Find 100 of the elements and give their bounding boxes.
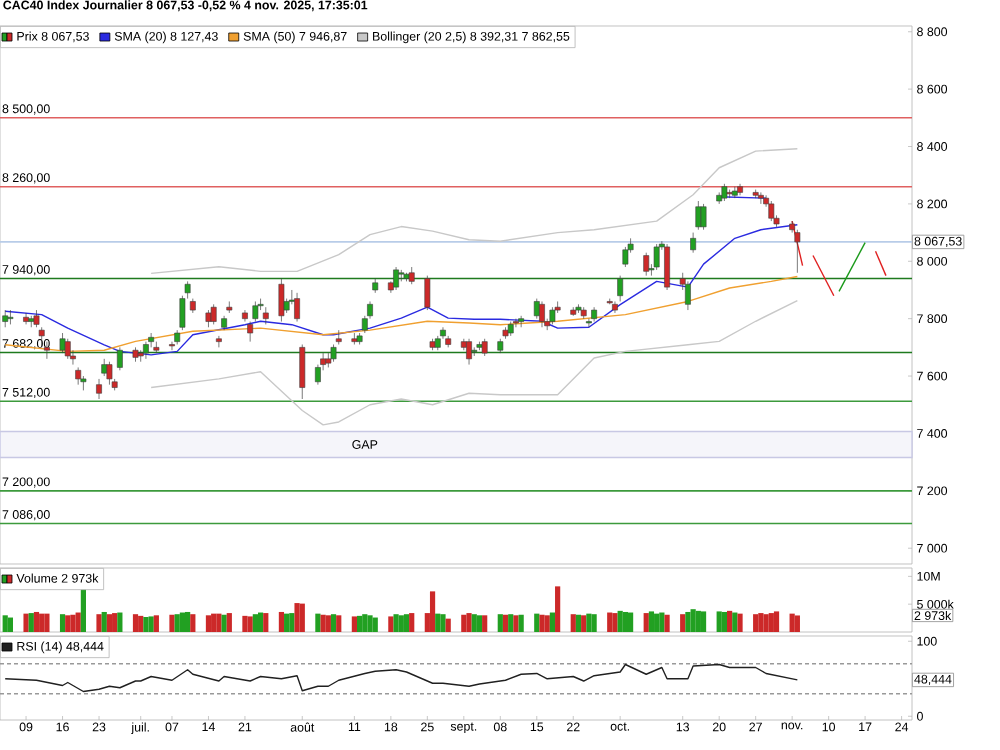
bar [727, 610, 733, 632]
candlestick [80, 375, 87, 391]
bar [716, 611, 722, 632]
bar [289, 613, 295, 632]
bar [315, 613, 321, 632]
bar [680, 614, 686, 632]
candlestick [226, 301, 233, 314]
bar [112, 613, 118, 632]
candlestick [768, 200, 775, 222]
bar [643, 613, 649, 632]
bar [518, 614, 524, 632]
candlestick [622, 246, 629, 268]
bar [33, 611, 40, 632]
bar [471, 614, 477, 632]
candlestick [664, 243, 670, 291]
bar [700, 611, 707, 632]
bar [143, 616, 149, 632]
bar [59, 614, 66, 632]
bar [336, 615, 342, 632]
candlestick [299, 344, 306, 400]
bar [607, 612, 613, 632]
line-series [4, 224, 799, 356]
bar [2, 615, 8, 632]
candlestick [612, 301, 618, 314]
candlestick [294, 292, 300, 322]
candlestick [143, 341, 149, 360]
bar [221, 614, 227, 632]
line-series [150, 148, 799, 275]
bar [753, 614, 759, 632]
line-series [150, 300, 799, 426]
bar [148, 616, 154, 632]
bar [721, 611, 728, 632]
bar [732, 612, 738, 632]
bar [398, 615, 404, 632]
bar [257, 612, 264, 632]
bar [153, 615, 159, 632]
candlestick [591, 306, 598, 322]
candlestick [215, 335, 222, 348]
bar [695, 610, 701, 632]
bar [570, 614, 576, 632]
candlestick [393, 266, 399, 291]
bar [106, 614, 113, 632]
bar [28, 613, 34, 632]
bar [372, 617, 378, 632]
bar [513, 615, 519, 632]
candlestick [757, 192, 764, 205]
bar [429, 591, 436, 632]
bar [555, 586, 561, 632]
candlestick [247, 321, 254, 342]
bar [169, 614, 175, 632]
bar [476, 615, 483, 632]
bar [138, 615, 144, 632]
bar [440, 614, 446, 632]
bar [591, 614, 597, 632]
bar [185, 611, 191, 632]
bar [70, 614, 76, 632]
candlestick [23, 312, 29, 325]
bar [117, 612, 123, 632]
bar [544, 615, 550, 632]
candlestick [96, 378, 102, 400]
bar [586, 613, 592, 632]
bar [648, 611, 655, 632]
candlestick [106, 361, 113, 386]
bar [659, 612, 665, 632]
bar [445, 618, 451, 632]
bar [654, 613, 660, 632]
bar [575, 614, 582, 632]
candlestick [653, 243, 660, 271]
bar [362, 614, 368, 632]
bar [216, 613, 222, 632]
bar [330, 614, 337, 632]
bar [242, 615, 248, 632]
candlestick [466, 338, 472, 365]
bar [461, 614, 467, 632]
bar [190, 614, 196, 632]
bar [75, 612, 81, 632]
bar [132, 614, 139, 632]
candlestick [242, 309, 248, 322]
bar [44, 613, 50, 632]
bar [539, 614, 545, 632]
bar [174, 614, 180, 632]
bar [320, 614, 326, 632]
bar [581, 615, 587, 632]
bar [367, 615, 373, 632]
bar [789, 613, 795, 632]
bar [388, 616, 394, 632]
bar [497, 614, 503, 632]
bar [773, 611, 780, 632]
bar [685, 611, 691, 632]
bar [794, 615, 800, 632]
candlestick [690, 232, 697, 254]
candlestick [539, 301, 545, 328]
bar [403, 614, 410, 632]
bar [508, 614, 514, 632]
bar [617, 610, 623, 632]
candlestick [335, 329, 342, 345]
bar [101, 611, 107, 632]
bar [627, 612, 634, 632]
bar [737, 613, 743, 632]
bar [325, 615, 331, 632]
